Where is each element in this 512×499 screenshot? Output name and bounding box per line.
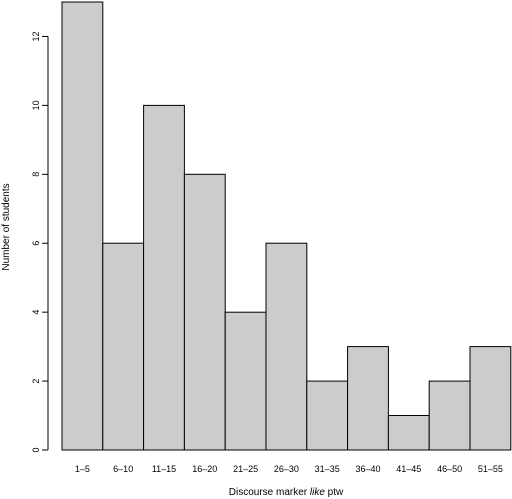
bar-31–35 <box>306 380 349 451</box>
x-tick-label: 41–45 <box>396 464 421 474</box>
bar-46–50 <box>428 380 471 451</box>
x-tick-label: 51–55 <box>478 464 503 474</box>
y-tick-label: 6 <box>31 241 41 246</box>
x-tick-label: 21–25 <box>233 464 258 474</box>
y-tick-label: 8 <box>31 172 41 177</box>
x-axis-label-after: ptw <box>325 487 344 498</box>
x-tick-label: 31–35 <box>315 464 340 474</box>
x-axis-label-italic: like <box>310 487 325 498</box>
x-axis-label: Discourse marker like ptw <box>229 487 344 498</box>
y-tick-label: 4 <box>31 310 41 315</box>
bar-51–55 <box>469 346 512 451</box>
bar-1–5 <box>61 1 104 451</box>
y-axis: 0 2 4 6 8 10 12 <box>31 31 49 453</box>
bar-16–20 <box>183 173 226 451</box>
x-tick-label: 6–10 <box>113 464 133 474</box>
bar-6–10 <box>102 242 145 451</box>
bar-21–25 <box>224 311 267 451</box>
y-tick-label: 2 <box>31 379 41 384</box>
y-tick-label: 0 <box>31 447 41 452</box>
bar-36–40 <box>347 346 389 451</box>
x-tick-label: 36–40 <box>355 464 380 474</box>
bars <box>61 1 512 451</box>
bar-11–15 <box>143 104 185 451</box>
y-axis-label: Number of students <box>1 183 12 270</box>
bar-41–45 <box>387 415 430 451</box>
y-tick-label: 12 <box>31 31 41 41</box>
x-tick-labels: 1–5 6–10 11–15 16–20 21–25 26–30 31–35 36–40 41–… <box>75 464 503 474</box>
x-tick-label: 11–15 <box>152 464 176 474</box>
bar-26–30 <box>265 242 308 451</box>
x-tick-label: 1–5 <box>75 464 90 474</box>
x-axis-label-before: Discourse marker <box>229 487 310 498</box>
x-tick-label: 16–20 <box>192 464 217 474</box>
y-tick-label: 10 <box>31 100 41 110</box>
x-tick-label: 46–50 <box>437 464 462 474</box>
x-tick-label: 26–30 <box>274 464 299 474</box>
